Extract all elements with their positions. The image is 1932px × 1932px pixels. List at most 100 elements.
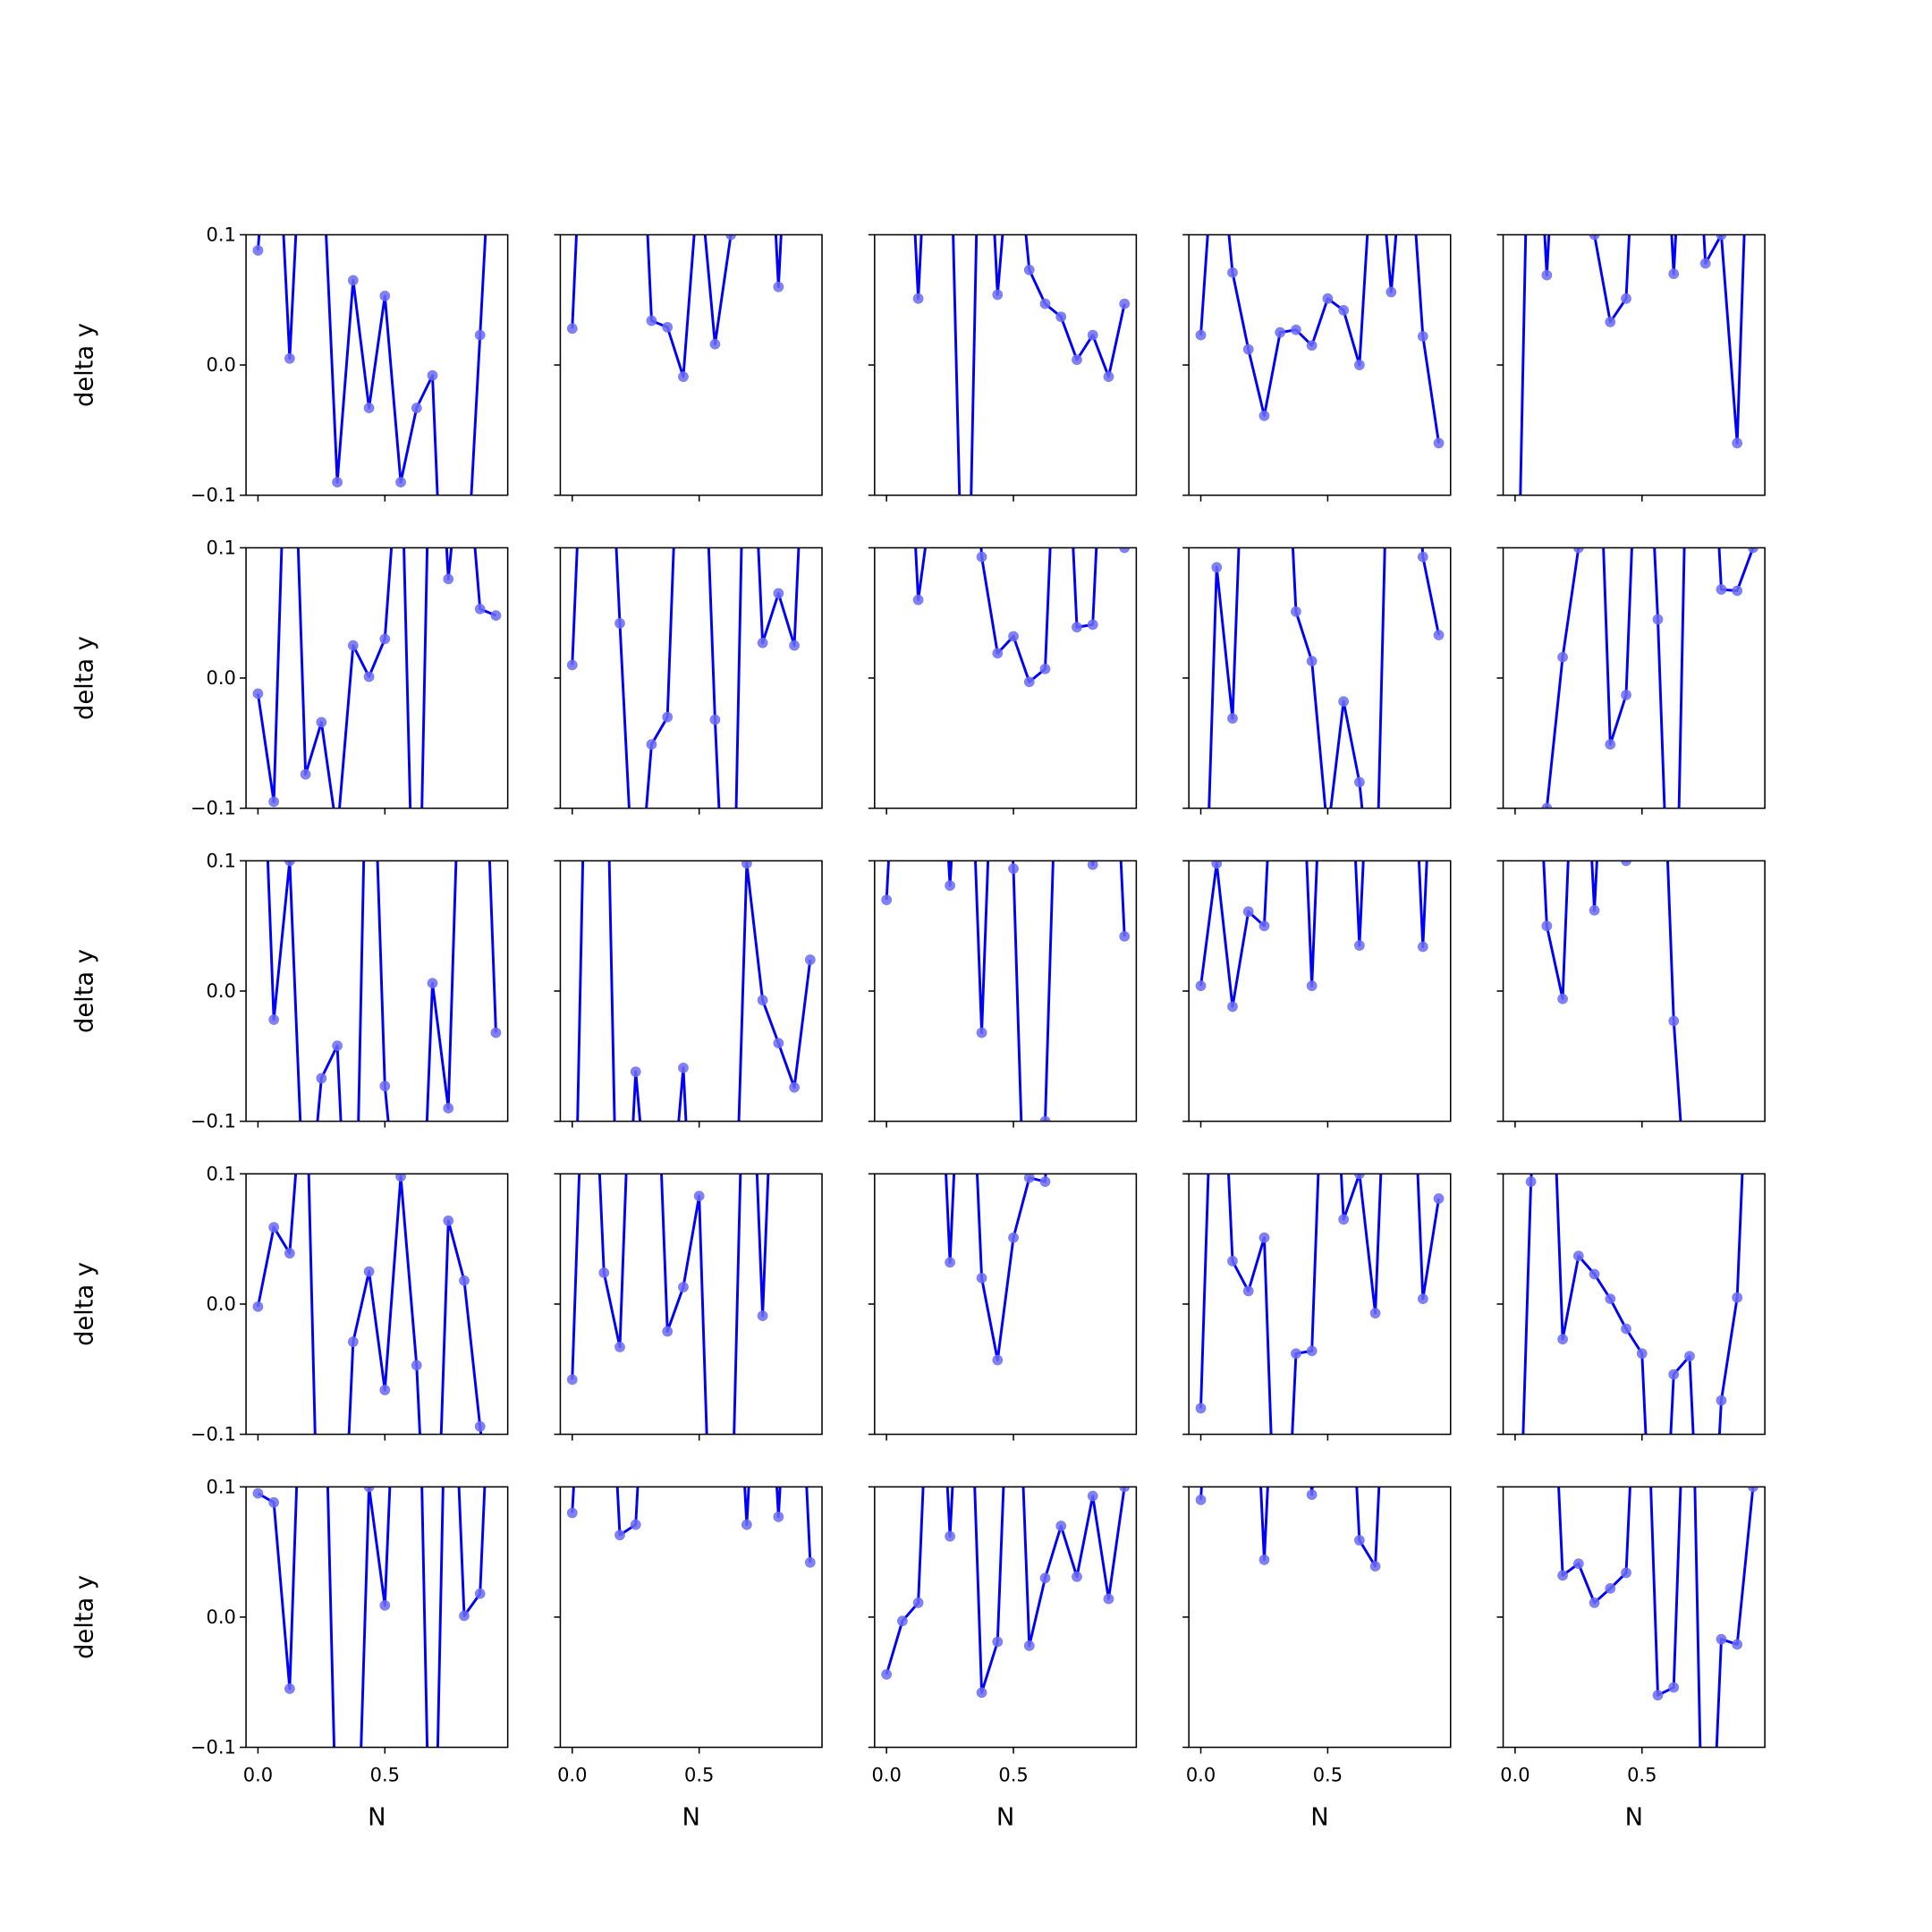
data-point	[411, 1360, 422, 1371]
data-point	[1195, 980, 1207, 992]
subplot-r5-c4: 0.0 0.5 N	[1182, 1486, 1452, 1831]
data-point	[945, 1257, 955, 1268]
data-point	[268, 1496, 280, 1508]
data-point	[678, 371, 689, 383]
data-point	[1433, 1193, 1445, 1204]
y-tick-label: −0.1	[191, 1424, 236, 1445]
subplot-r1-c2	[554, 233, 823, 502]
data-point	[347, 1336, 359, 1348]
x-tick-label: 0.5	[684, 1764, 714, 1785]
data-point	[1353, 940, 1365, 951]
data-point	[443, 1103, 454, 1114]
plot-area	[912, 547, 1131, 688]
data-point	[363, 671, 375, 682]
data-point	[1732, 1639, 1743, 1650]
series-line	[1542, 860, 1682, 1122]
data-point	[1732, 585, 1743, 597]
plot-area	[566, 1487, 816, 1568]
y-tick-label: 0.1	[207, 1476, 236, 1497]
data-point	[379, 291, 391, 301]
subplot-r1-c1: −0.1 0.0 0.1 delta y	[72, 224, 509, 506]
y-axis-label: delta y	[72, 323, 99, 407]
data-point	[1087, 860, 1098, 870]
data-point	[630, 1066, 641, 1078]
plot-area	[252, 1487, 487, 1748]
data-point	[1605, 1583, 1616, 1594]
data-point	[1119, 547, 1131, 554]
data-point	[427, 369, 438, 381]
data-point	[741, 1519, 752, 1530]
data-point	[1306, 656, 1318, 666]
subplot-r3-c3	[868, 860, 1138, 1128]
subplot-r1-c5	[1496, 233, 1766, 502]
data-point	[1668, 268, 1680, 280]
data-point	[395, 477, 406, 487]
data-point	[1008, 631, 1019, 642]
x-tick-label: 0.0	[1186, 1764, 1216, 1785]
data-point	[1668, 1368, 1680, 1380]
data-point	[662, 1326, 674, 1337]
data-point	[1055, 1521, 1067, 1531]
y-tick-label: 0.0	[207, 667, 236, 689]
data-point	[881, 894, 893, 905]
data-point	[443, 1215, 454, 1226]
data-point	[1572, 547, 1584, 554]
data-point	[316, 1072, 327, 1084]
data-point	[614, 1342, 625, 1352]
data-point	[773, 1511, 784, 1522]
plot-area	[881, 860, 1131, 1122]
data-point	[1433, 630, 1445, 640]
data-point	[1023, 264, 1035, 275]
data-point	[614, 1530, 625, 1541]
y-tick-label: 0.1	[207, 224, 236, 245]
data-point	[662, 711, 674, 723]
data-point	[1716, 1394, 1727, 1406]
subplot-r2-c1: −0.1 0.0 0.1 delta y	[72, 537, 509, 819]
data-point	[363, 1487, 375, 1493]
data-point	[347, 275, 359, 286]
data-point	[1385, 286, 1397, 298]
data-point	[757, 1310, 768, 1321]
data-point	[1621, 1323, 1631, 1335]
y-tick-label: −0.1	[191, 798, 236, 819]
data-point	[1072, 354, 1082, 366]
data-point	[395, 1174, 406, 1182]
data-point	[804, 1556, 816, 1568]
subplot-r5-c5: 0.0 0.5 N	[1496, 1486, 1766, 1831]
data-point	[912, 1597, 924, 1608]
series-line	[1208, 547, 1440, 809]
data-point	[1211, 562, 1223, 573]
y-axis-label: delta y	[72, 1262, 99, 1346]
data-point	[725, 234, 737, 241]
data-point	[1652, 614, 1664, 625]
data-point	[945, 880, 955, 891]
plot-area	[912, 234, 1131, 496]
subplot-r2-c5	[1496, 547, 1766, 815]
series-line	[571, 547, 801, 809]
series-line	[1545, 547, 1755, 809]
plot-area	[1195, 234, 1445, 449]
data-point	[1291, 606, 1301, 617]
data-point	[252, 1487, 264, 1499]
data-point	[566, 659, 578, 671]
data-point	[1072, 622, 1082, 633]
data-point	[1668, 1682, 1680, 1693]
plot-area	[1195, 1487, 1381, 1572]
data-point	[566, 1374, 578, 1385]
data-point	[1258, 1232, 1270, 1243]
subplot-r1-c3	[868, 233, 1138, 502]
y-axis-label: delta y	[72, 949, 99, 1033]
data-point	[474, 603, 486, 614]
data-point	[1338, 696, 1350, 708]
x-axis-label: N	[996, 1803, 1014, 1831]
subplot-r3-c5	[1496, 860, 1766, 1128]
data-point	[646, 739, 657, 750]
subplot-r4-c5	[1496, 1173, 1766, 1441]
data-point	[1417, 941, 1428, 953]
data-point	[1306, 1345, 1318, 1357]
data-point	[459, 1275, 470, 1286]
data-point	[1103, 1593, 1114, 1605]
data-point	[459, 1610, 470, 1622]
plot-area	[1195, 860, 1428, 1013]
data-point	[1195, 1495, 1207, 1505]
